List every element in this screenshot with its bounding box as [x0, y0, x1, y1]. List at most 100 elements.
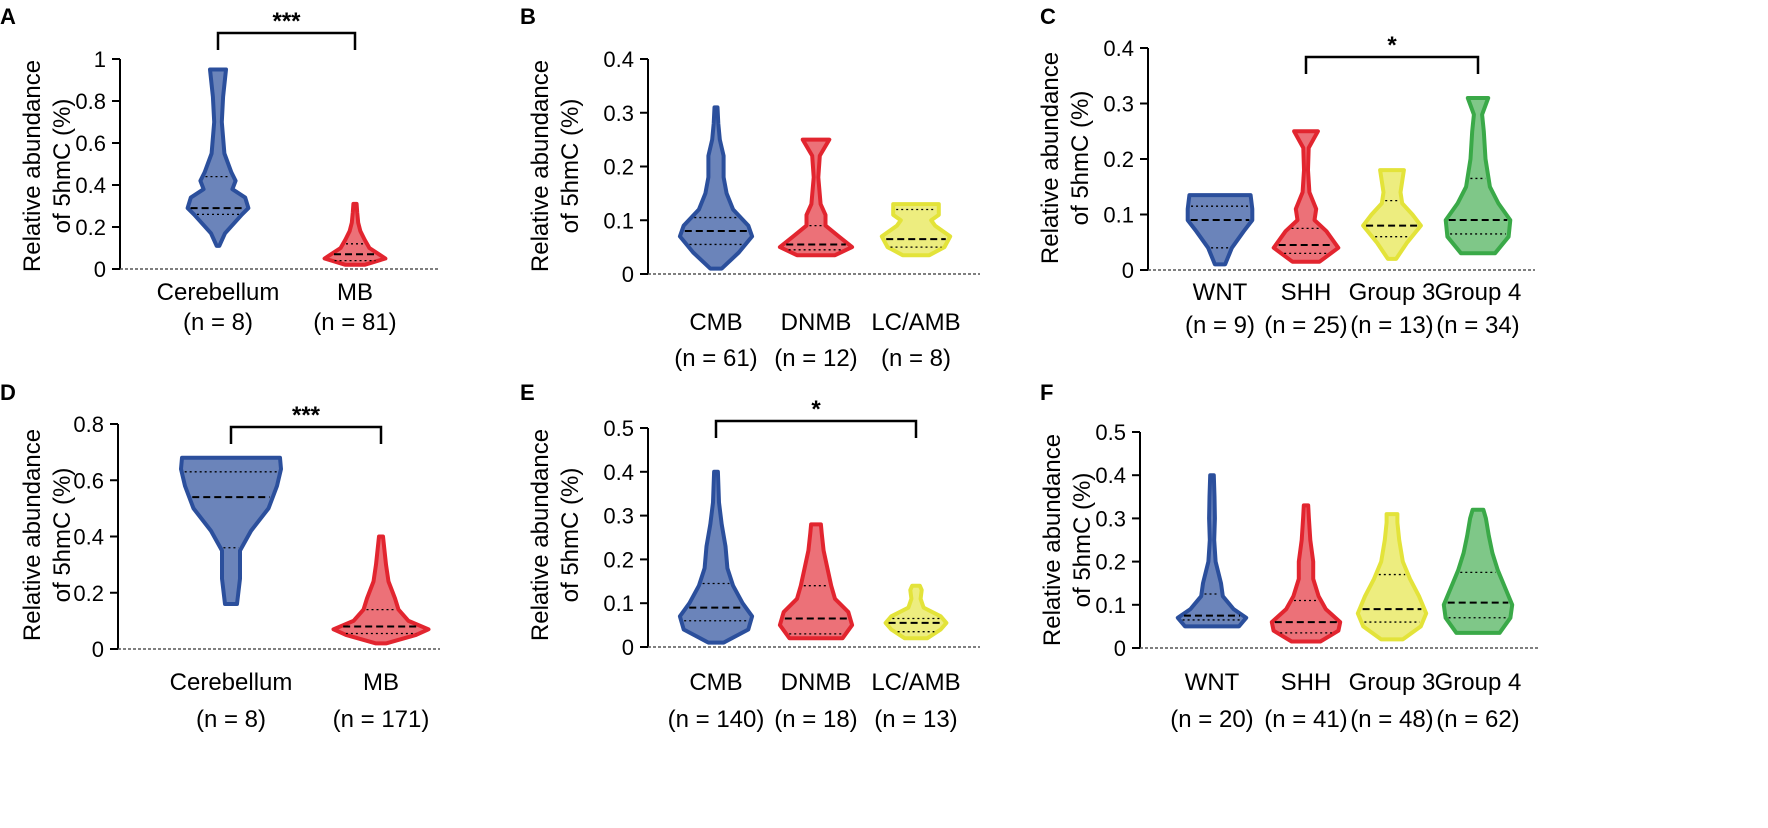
- violin-dnmb: [777, 137, 855, 258]
- significance-label: *: [1387, 32, 1397, 59]
- sample-count-label: (n = 41): [1264, 706, 1347, 733]
- violin-dnmb: [777, 522, 855, 641]
- y-axis-label: Relative abundance of 5hmC (%): [527, 429, 584, 641]
- panel-c: C Relative abundance of 5hmC (%) 0 0.1 0.2 0.3…: [1037, 4, 1535, 339]
- y-axis-label: Relative abundance of 5hmC (%): [19, 60, 76, 272]
- y-tick-label: 0.1: [1103, 203, 1134, 228]
- sample-count-label: (n = 62): [1436, 706, 1519, 733]
- y-axis-label-line: Relative abundance: [527, 60, 554, 272]
- category-label: SHH: [1281, 279, 1332, 306]
- panel-letter: B: [520, 4, 536, 29]
- category-label: MB: [363, 669, 399, 696]
- sample-count-label: (n = 18): [774, 706, 857, 733]
- y-axis-label-line: of 5hmC (%): [49, 468, 76, 603]
- y-axis-label: Relative abundance of 5hmC (%): [527, 60, 584, 272]
- y-tick-label: 0.4: [1095, 463, 1126, 488]
- y-tick-label: 0.8: [73, 412, 104, 437]
- sample-count-label: (n = 34): [1436, 312, 1519, 339]
- y-axis-label-line: of 5hmC (%): [1067, 91, 1094, 226]
- category-label: WNT: [1185, 669, 1240, 696]
- y-axis-label: Relative abundance of 5hmC (%): [19, 429, 76, 641]
- y-tick-label: 0: [622, 262, 634, 287]
- y-axis-label: Relative abundance of 5hmC (%): [1039, 434, 1096, 646]
- y-tick-label: 0.2: [73, 581, 104, 606]
- panel-letter: D: [0, 380, 16, 405]
- violin-mb: [331, 534, 431, 646]
- violin-shh: [1271, 129, 1341, 264]
- y-axis-label-line: Relative abundance: [1037, 52, 1064, 264]
- category-label: CMB: [689, 669, 742, 696]
- sample-count-label: (n = 25): [1264, 312, 1347, 339]
- sample-count-label: (n = 8): [183, 309, 253, 336]
- y-tick-label: 1: [94, 47, 106, 72]
- y-axis-label-line: Relative abundance: [527, 429, 554, 641]
- y-tick-label: 0.4: [603, 47, 634, 72]
- category-label: Group 4: [1435, 669, 1522, 696]
- violin-cmb: [677, 105, 755, 271]
- sample-count-label: (n = 20): [1170, 706, 1253, 733]
- sample-count-label: (n = 13): [874, 706, 957, 733]
- significance-label: ***: [292, 402, 321, 429]
- category-label: LC/AMB: [871, 669, 960, 696]
- sample-count-label: (n = 171): [333, 706, 430, 733]
- violin-shh: [1269, 503, 1343, 644]
- panel-letter: E: [520, 380, 535, 405]
- y-tick-label: 0.3: [1103, 92, 1134, 117]
- y-tick-label: 0.1: [603, 591, 634, 616]
- violin-cerebellum: [185, 67, 251, 248]
- y-tick-label: 0.5: [603, 416, 634, 441]
- category-label: Cerebellum: [170, 669, 293, 696]
- y-tick-label: 0.3: [1095, 506, 1126, 531]
- y-tick-label: 0: [1114, 636, 1126, 661]
- y-tick-label: 0.6: [73, 468, 104, 493]
- y-axis-label-line: of 5hmC (%): [557, 468, 584, 603]
- y-tick-label: 0.4: [73, 525, 104, 550]
- violin-lc-amb: [883, 583, 949, 641]
- sample-count-label: (n = 81): [313, 309, 396, 336]
- y-tick-label: 0.5: [1095, 420, 1126, 445]
- significance-label: *: [811, 396, 821, 423]
- violin-group-4: [1443, 96, 1513, 256]
- y-tick-label: 0: [94, 257, 106, 282]
- category-label: CMB: [689, 309, 742, 336]
- y-tick-label: 0.2: [603, 155, 634, 180]
- y-axis-label-line: of 5hmC (%): [1069, 473, 1096, 608]
- violin-wnt: [1185, 193, 1255, 267]
- panel-b: B Relative abundance of 5hmC (%) 0 0.1 0.2 0.3…: [520, 4, 980, 372]
- category-label: SHH: [1281, 669, 1332, 696]
- y-tick-label: 0: [92, 637, 104, 662]
- violin-wnt: [1175, 473, 1249, 629]
- y-tick-label: 0.6: [75, 131, 106, 156]
- category-label: MB: [337, 279, 373, 306]
- y-tick-label: 0: [622, 635, 634, 660]
- y-tick-label: 0.3: [603, 101, 634, 126]
- significance-bracket: [714, 419, 918, 438]
- sample-count-label: (n = 13): [1350, 312, 1433, 339]
- sample-count-label: (n = 140): [668, 706, 765, 733]
- significance-bracket: [1304, 55, 1480, 74]
- y-axis-label-line: Relative abundance: [1039, 434, 1066, 646]
- y-tick-label: 0.2: [75, 215, 106, 240]
- y-tick-label: 0.4: [75, 173, 106, 198]
- panel-letter: C: [1040, 4, 1056, 29]
- y-tick-label: 0.2: [1103, 147, 1134, 172]
- sample-count-label: (n = 61): [674, 345, 757, 372]
- panel-a: A Relative abundance of 5hmC (%) 0 0.2 0.4 0.6…: [0, 4, 440, 336]
- y-tick-label: 0.3: [603, 504, 634, 529]
- sample-count-label: (n = 9): [1185, 312, 1255, 339]
- category-label: Group 4: [1435, 279, 1522, 306]
- y-tick-label: 0.4: [1103, 36, 1134, 61]
- violin-cerebellum: [179, 455, 283, 606]
- sample-count-label: (n = 12): [774, 345, 857, 372]
- y-axis-label: Relative abundance of 5hmC (%): [1037, 52, 1094, 264]
- category-label: WNT: [1193, 279, 1248, 306]
- y-tick-label: 0.2: [603, 547, 634, 572]
- violin-mb: [322, 201, 388, 267]
- panel-e: E Relative abundance of 5hmC (%) 0 0.1 0.2 0.3…: [520, 380, 980, 733]
- category-label: Group 3: [1349, 669, 1436, 696]
- violin-lc-amb: [879, 202, 953, 258]
- panel-f: F Relative abundance of 5hmC (%) 0 0.1 0.2 0.3…: [1039, 380, 1540, 733]
- significance-bracket: [216, 31, 357, 50]
